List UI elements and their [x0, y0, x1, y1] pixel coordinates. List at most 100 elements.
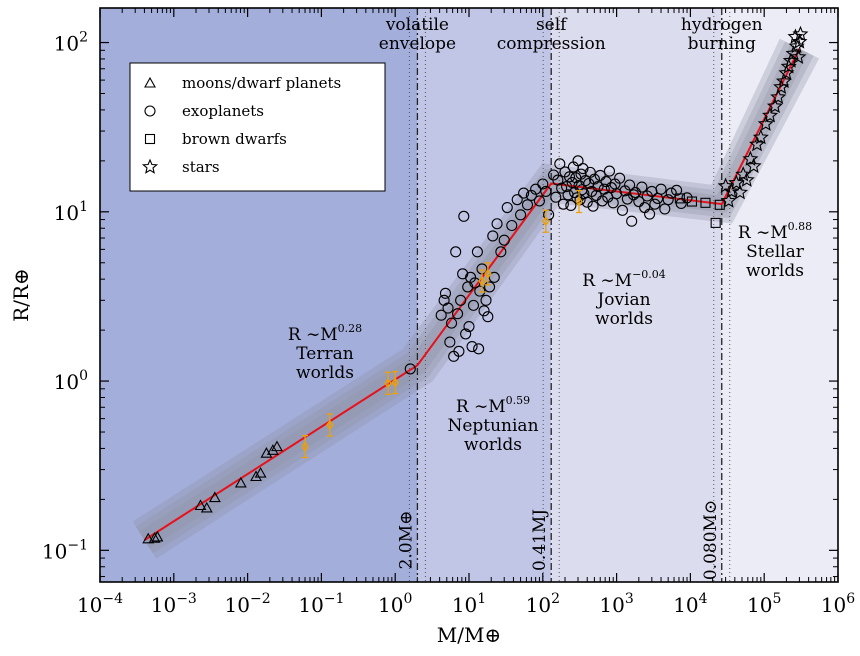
diamond-errorbar-point — [484, 262, 492, 286]
legend-marker-circle — [144, 105, 156, 117]
circle-point — [530, 183, 542, 195]
star-point — [790, 48, 807, 64]
x-tick-base: 10 — [452, 593, 477, 617]
circle-point — [561, 181, 573, 193]
circle-point — [452, 308, 464, 320]
star-point — [723, 182, 740, 199]
relation-exponent: −0.04 — [632, 268, 666, 281]
triangle-point — [266, 444, 279, 455]
circle-point — [636, 181, 648, 193]
square-point — [714, 199, 725, 210]
diamond-marker — [484, 268, 492, 279]
x-tick-exponent: 1 — [477, 591, 486, 607]
triangle-point — [142, 532, 155, 544]
circle-point — [506, 219, 518, 232]
x-tick-exponent: −3 — [176, 591, 197, 607]
x-tick-base: 10 — [298, 593, 323, 617]
diamond-marker — [325, 419, 334, 431]
series-brown-dwarfs — [674, 193, 725, 228]
circle-point — [473, 343, 485, 355]
circle-point — [550, 191, 562, 203]
star-point — [728, 174, 745, 190]
circle-point — [482, 311, 494, 323]
circle-point — [480, 294, 492, 306]
circle-point — [584, 166, 596, 178]
x-tick-label: 10−3 — [151, 591, 197, 617]
diamond-marker — [542, 216, 550, 227]
relation-text: R ∼M — [582, 271, 632, 291]
x-tick-exponent: 0 — [403, 591, 412, 607]
y-tick-base: 10 — [54, 201, 79, 225]
x-tick-exponent: −2 — [250, 591, 271, 607]
circle-point — [474, 285, 486, 297]
relation-exponent: 0.59 — [506, 394, 531, 407]
diamond-errorbar-point — [391, 370, 400, 395]
triangle-point — [271, 440, 283, 452]
circle-point — [465, 271, 477, 283]
diamond-marker — [478, 275, 486, 287]
circle-point — [484, 281, 496, 293]
fit-uncertainty-band — [132, 38, 820, 559]
square-point — [674, 193, 685, 204]
circle-point — [662, 194, 674, 206]
circle-point — [491, 218, 503, 230]
circle-point — [614, 172, 626, 184]
y-tick-label: 100 — [54, 368, 88, 394]
x-tick-label: 102 — [526, 591, 560, 617]
transition-label-1: 0.41MJ — [530, 509, 550, 571]
circle-point — [587, 200, 599, 212]
circle-point — [404, 363, 416, 375]
triangle-point — [254, 466, 267, 478]
circle-point — [554, 158, 566, 170]
circle-point — [563, 171, 576, 183]
star-point — [788, 37, 805, 54]
star-point — [792, 25, 809, 42]
region-name2-0: worlds — [296, 363, 354, 383]
diamond-marker — [391, 377, 400, 388]
star-point — [720, 192, 737, 208]
diamond-errorbar-point — [325, 413, 334, 437]
circle-point — [577, 163, 589, 175]
x-tick-base: 10 — [821, 593, 846, 617]
star-point — [731, 184, 749, 200]
transition-top-label-0: volatile — [385, 15, 449, 35]
x-tick-exponent: 2 — [551, 591, 560, 607]
x-tick-label: 105 — [747, 591, 781, 617]
star-point — [749, 136, 766, 152]
x-tick-label: 100 — [378, 591, 412, 617]
diamond-errorbar-point — [384, 371, 392, 395]
star-point — [780, 58, 797, 74]
y-tick-exponent: 2 — [79, 30, 88, 46]
star-point — [742, 150, 759, 166]
uncertainty-band-2 — [139, 44, 809, 549]
diamond-errorbar-point — [542, 209, 550, 233]
x-tick-label: 101 — [452, 591, 486, 617]
triangle-point — [200, 501, 213, 513]
circle-point — [644, 208, 656, 220]
circle-point — [572, 155, 584, 167]
legend-label: moons/dwarf planets — [182, 74, 341, 92]
region-relation-0: R ∼M0.28 — [288, 322, 362, 345]
diamond-marker — [384, 378, 392, 389]
circle-point — [556, 182, 568, 194]
circle-point — [521, 199, 534, 211]
diamond-errorbar-point — [301, 434, 309, 459]
circle-point — [460, 328, 472, 340]
diamond-marker — [301, 441, 309, 452]
legend-marker-triangle — [144, 76, 156, 88]
transition-top-label-1: self — [536, 15, 568, 35]
legend-marker-star — [141, 158, 159, 174]
circle-point — [445, 317, 458, 329]
relation-exponent: 0.28 — [338, 322, 363, 335]
axes-frame — [99, 7, 839, 583]
x-axis-label: M/M⊕ — [437, 623, 501, 647]
x-tick-label: 10−1 — [298, 591, 344, 617]
circle-point — [471, 246, 483, 258]
circle-point — [515, 209, 527, 221]
circle-point — [450, 246, 462, 258]
circle-point — [458, 210, 470, 222]
triangle-point — [250, 470, 262, 482]
